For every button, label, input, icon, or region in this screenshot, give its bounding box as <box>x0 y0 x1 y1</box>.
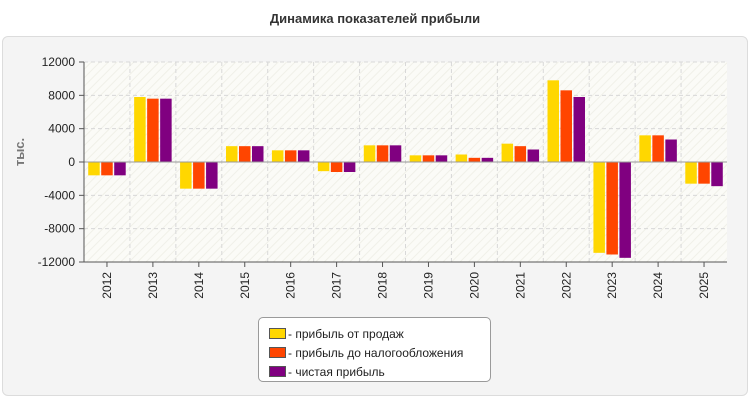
bar <box>409 155 422 162</box>
axes: 12000 8000 4000 0 -4000 -8000 -12000 2012 2013 20… <box>38 55 727 299</box>
legend-swatch-sales-profit <box>269 328 286 339</box>
y-axis-label: тыс. <box>12 138 27 166</box>
x-tick-label: 2022 <box>559 272 573 299</box>
y-tick-label: -12000 <box>38 255 76 269</box>
legend-item-net-profit: - чистая прибыль <box>269 362 490 381</box>
bar <box>206 162 218 189</box>
x-tick-label: 2019 <box>421 272 435 299</box>
legend-label: - прибыль от продаж <box>288 326 404 341</box>
bar <box>527 149 540 162</box>
bar <box>573 97 585 162</box>
bar <box>239 146 251 162</box>
bar <box>711 162 723 187</box>
bar <box>468 157 481 162</box>
bar <box>639 135 651 162</box>
bar <box>422 155 435 162</box>
legend-label: - чистая прибыль <box>288 364 385 379</box>
bars <box>88 80 723 258</box>
x-tick-label: 2017 <box>330 272 344 299</box>
x-tick-label: 2016 <box>284 272 298 299</box>
y-tick-label: 12000 <box>42 55 76 69</box>
y-tick-label: 8000 <box>48 88 75 102</box>
bar <box>147 98 159 162</box>
bar <box>317 162 330 172</box>
y-tick-label: -8000 <box>44 222 75 236</box>
bar <box>88 162 100 176</box>
bar <box>252 146 264 162</box>
bar <box>134 97 146 162</box>
bar <box>547 80 559 162</box>
x-tick-label: 2013 <box>146 272 160 299</box>
bar <box>343 162 356 172</box>
bar <box>114 162 126 176</box>
x-tick-label: 2014 <box>192 272 206 299</box>
bar <box>455 154 468 162</box>
bar <box>226 146 238 162</box>
legend: - прибыль от продаж - прибыль до налогоо… <box>258 317 491 382</box>
bar <box>560 90 572 162</box>
x-tick-label: 2020 <box>467 272 481 299</box>
bar <box>330 162 343 172</box>
bar <box>271 150 284 162</box>
bar <box>652 135 664 162</box>
bar <box>193 162 205 189</box>
legend-label: - прибыль до налогообложения <box>288 345 464 360</box>
bar <box>297 150 310 162</box>
y-tick-label: -4000 <box>44 188 75 202</box>
bar <box>665 139 677 162</box>
bar <box>160 98 172 162</box>
bar <box>685 162 697 184</box>
x-tick-label: 2023 <box>605 272 619 299</box>
bar <box>376 145 389 162</box>
legend-item-pretax-profit: - прибыль до налогообложения <box>269 343 490 362</box>
bar <box>606 162 618 255</box>
x-tick-label: 2012 <box>100 272 114 299</box>
y-tick-label: 4000 <box>48 122 75 136</box>
x-tick-label: 2015 <box>238 272 252 299</box>
bar <box>101 162 113 176</box>
bar <box>619 162 631 258</box>
legend-item-sales-profit: - прибыль от продаж <box>269 324 490 343</box>
x-tick-label: 2021 <box>513 272 527 299</box>
bar <box>501 143 514 162</box>
bar <box>698 162 710 184</box>
bar <box>389 145 402 162</box>
bar <box>363 145 376 162</box>
y-tick-label: 0 <box>68 155 75 169</box>
x-tick-label: 2025 <box>697 272 711 299</box>
bar <box>593 162 605 253</box>
chart-title: Динамика показателей прибыли <box>269 11 481 26</box>
bar <box>481 157 494 162</box>
legend-swatch-pretax-profit <box>269 347 286 358</box>
x-tick-label: 2018 <box>376 272 390 299</box>
legend-swatch-net-profit <box>269 366 286 377</box>
x-tick-label: 2024 <box>651 272 665 299</box>
bar <box>180 162 192 189</box>
bar <box>514 146 527 162</box>
bar <box>284 150 297 162</box>
bar <box>435 155 448 162</box>
